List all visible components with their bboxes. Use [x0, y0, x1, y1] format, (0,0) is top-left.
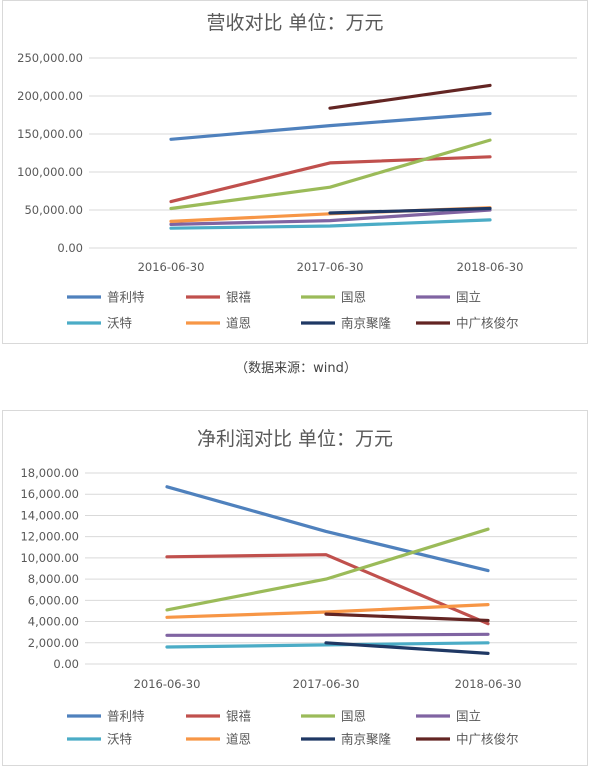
data-source-caption: （数据来源：wind） — [235, 361, 357, 376]
chart2-legend-label: 国恩 — [341, 709, 366, 724]
chart2-series-line-4 — [165, 632, 490, 637]
chart1-series-line-5 — [169, 218, 492, 230]
chart1-legend-label: 银禧 — [226, 290, 251, 305]
chart1-y-tick-label: 150,000.00 — [17, 127, 83, 141]
revenue-chart-panel: 营收对比 单位：万元 250,000.00 200,000.00 150,000.00… — [2, 0, 588, 344]
chart1-legend-label: 普利特 — [107, 290, 145, 305]
chart2-y-tick-label: 2,000.00 — [28, 636, 79, 650]
chart2-y-tick-label: 0.00 — [53, 657, 79, 671]
chart2-y-tick-label: 8,000.00 — [28, 572, 79, 586]
chart2-x-tick-label: 2016-06-30 — [134, 677, 201, 691]
chart2-series-line-3 — [165, 527, 490, 612]
chart1-series-line-4 — [169, 208, 492, 226]
chart1-legend-label: 国立 — [456, 290, 481, 305]
chart2-y-tick-label: 12,000.00 — [20, 530, 79, 544]
chart2-y-tick-label: 16,000.00 — [20, 487, 79, 501]
chart2-legend-label: 普利特 — [107, 709, 145, 724]
chart2-y-tick-label: 14,000.00 — [20, 508, 79, 522]
chart1-legend-label: 道恩 — [226, 316, 251, 331]
chart2-legend-label: 银禧 — [226, 709, 251, 724]
chart1-x-tick-label: 2017-06-30 — [297, 260, 364, 274]
chart1-series-line-7 — [328, 206, 492, 215]
chart2-legend-label: 道恩 — [226, 732, 251, 747]
chart2-y-tick-label: 10,000.00 — [20, 551, 79, 565]
chart2-y-tick-label: 6,000.00 — [28, 593, 79, 607]
chart1-y-tick-label: 100,000.00 — [17, 165, 83, 179]
chart1-y-tick-label: 50,000.00 — [24, 203, 83, 217]
chart1-series-line-1 — [169, 111, 492, 141]
chart1-y-tick-label: 0.00 — [57, 241, 83, 255]
chart2-title: 净利润对比 单位：万元 — [197, 428, 393, 450]
chart2-x-tick-label: 2017-06-30 — [293, 677, 360, 691]
chart1-x-tick-label: 2018-06-30 — [457, 260, 524, 274]
chart1-legend-label: 国恩 — [341, 290, 366, 305]
chart2-legend-label: 南京聚隆 — [341, 732, 392, 747]
chart2-series-line-6 — [165, 603, 490, 619]
chart1-legend-label: 沃特 — [107, 316, 132, 331]
chart2-legend-label: 国立 — [456, 709, 481, 724]
chart2-series-line-7 — [324, 641, 490, 655]
chart2-x-tick-label: 2018-06-30 — [455, 677, 522, 691]
chart2-legend-label: 沃特 — [107, 732, 132, 747]
chart2-y-tick-label: 4,000.00 — [28, 615, 79, 629]
chart2-legend-label: 中广核俊尔 — [456, 732, 519, 747]
chart1-legend-label: 南京聚隆 — [341, 316, 392, 331]
chart1-x-tick-label: 2016-06-30 — [138, 260, 205, 274]
chart2-series-line-5 — [165, 641, 490, 649]
chart1-y-tick-label: 200,000.00 — [17, 89, 83, 103]
chart1-legend-label: 中广核俊尔 — [456, 316, 519, 331]
chart2-series-line-1 — [165, 485, 490, 573]
net-profit-chart-panel: 净利润对比 单位：万元 18,000.00 16,000.00 14,000.00 12… — [2, 410, 588, 766]
chart2-series-line-2 — [165, 553, 490, 626]
chart1-y-tick-label: 250,000.00 — [17, 51, 83, 65]
chart1-series-line-8 — [328, 83, 492, 110]
chart2-y-tick-label: 18,000.00 — [20, 466, 79, 480]
revenue-line-chart: 营收对比 单位：万元 250,000.00 200,000.00 150,000.00… — [17, 12, 577, 331]
net-profit-line-chart: 净利润对比 单位：万元 18,000.00 16,000.00 14,000.00 12… — [20, 428, 577, 747]
chart1-series-line-2 — [169, 155, 492, 204]
chart1-series-line-3 — [169, 138, 492, 211]
chart2-series-line-8 — [324, 612, 490, 623]
chart1-title: 营收对比 单位：万元 — [206, 12, 383, 34]
